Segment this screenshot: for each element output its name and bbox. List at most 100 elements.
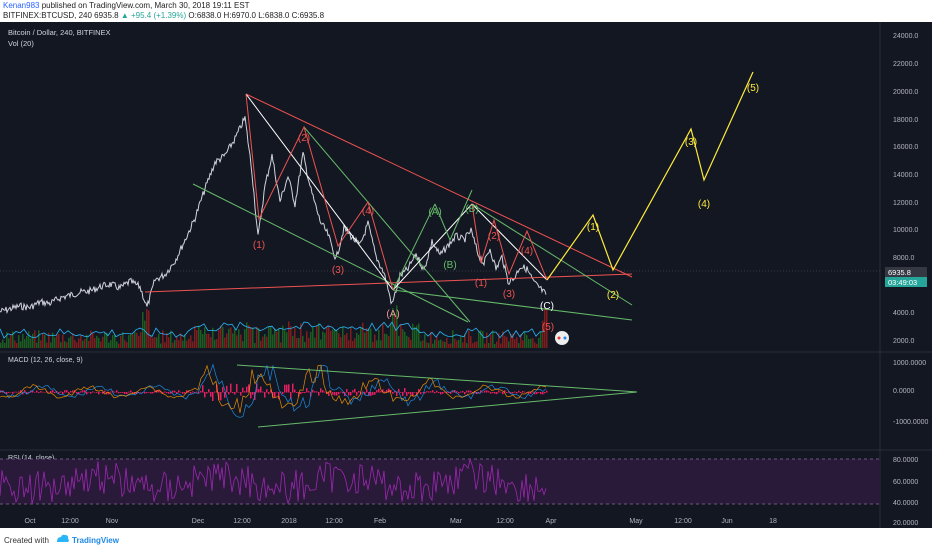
- macd-histogram-bar: [176, 392, 178, 394]
- macd-histogram-bar: [302, 392, 304, 394]
- macd-label: MACD (12, 26, close, 9): [8, 357, 83, 364]
- macd-histogram-bar: [312, 389, 314, 393]
- volume-bar: [206, 333, 208, 348]
- volume-bar: [498, 333, 500, 348]
- volume-bar: [470, 336, 472, 348]
- rsi-band: [0, 459, 880, 504]
- volume-bar: [86, 334, 88, 348]
- wave-label: (4): [362, 206, 374, 217]
- macd-histogram-bar: [522, 390, 524, 393]
- volume-bar: [254, 342, 256, 348]
- time-tick-label: 12:00: [233, 518, 251, 525]
- macd-histogram-bar: [60, 391, 62, 393]
- volume-bar: [524, 332, 526, 348]
- macd-histogram-bar: [172, 390, 174, 393]
- volume-bar: [158, 333, 160, 348]
- volume-bar: [10, 335, 12, 348]
- volume-bar: [404, 331, 406, 348]
- wave-label: (B): [443, 260, 456, 271]
- tradingview-brand[interactable]: TradingView: [72, 536, 119, 545]
- volume-bar: [514, 339, 516, 348]
- macd-histogram-bar: [132, 392, 134, 394]
- macd-histogram-bar: [242, 387, 244, 393]
- volume-bar: [268, 326, 270, 348]
- volume-bar: [256, 326, 258, 348]
- volume-bar: [172, 342, 174, 348]
- volume-bar: [6, 332, 8, 348]
- macd-histogram-bar: [168, 392, 170, 394]
- author-link[interactable]: Kenan983: [3, 1, 40, 10]
- volume-bar: [116, 341, 118, 348]
- volume-bar: [190, 335, 192, 348]
- volume-bar: [60, 342, 62, 348]
- volume-bar: [434, 339, 436, 348]
- volume-bar: [150, 335, 152, 348]
- publish-header: Kenan983 published on TradingView.com, M…: [0, 0, 932, 22]
- volume-bar: [52, 332, 54, 348]
- volume-bar: [348, 340, 350, 348]
- bull-channel-upper: [471, 203, 633, 306]
- macd-histogram-bar: [406, 392, 408, 396]
- rsi-tick-label: 60.0000: [893, 479, 918, 486]
- volume-bar: [362, 322, 364, 348]
- time-tick-label: Nov: [106, 518, 119, 525]
- macd-histogram-bar: [130, 390, 132, 393]
- macd-histogram-bar: [530, 392, 532, 394]
- macd-histogram-bar: [96, 392, 98, 393]
- price-tick-label: 4000.0: [893, 310, 915, 317]
- macd-histogram-bar: [28, 392, 30, 393]
- chart-area[interactable]: Bitcoin / Dollar, 240, BITFINEX Vol (20)…: [0, 22, 932, 528]
- macd-histogram-bar: [364, 392, 366, 395]
- macd-histogram-bar: [266, 389, 268, 393]
- chart-svg[interactable]: Bitcoin / Dollar, 240, BITFINEX Vol (20)…: [0, 22, 932, 528]
- volume-bar: [526, 335, 528, 348]
- macd-histogram-bar: [502, 392, 504, 395]
- volume-bar: [340, 337, 342, 348]
- macd-histogram-bar: [372, 392, 374, 395]
- volume-bar: [422, 340, 424, 348]
- macd-tick-label: 1000.0000: [893, 360, 926, 367]
- macd-histogram-bar: [86, 392, 88, 395]
- volume-bar: [90, 330, 92, 348]
- time-tick-label: Jun: [721, 518, 732, 525]
- volume-bar: [274, 328, 276, 348]
- macd-histogram-bar: [512, 392, 514, 394]
- macd-histogram-bar: [280, 391, 282, 393]
- macd-histogram-bar: [98, 392, 100, 395]
- macd-histogram-bar: [192, 391, 194, 393]
- macd-histogram-bar: [416, 392, 418, 395]
- macd-histogram-bar: [110, 391, 112, 393]
- volume-bar: [540, 331, 542, 348]
- publish-info: Kenan983 published on TradingView.com, M…: [3, 1, 250, 10]
- symbol-info: BITFINEX:BTCUSD, 240 6935.8 ▲ +95.4 (+1.…: [3, 11, 324, 20]
- volume-bar: [460, 335, 462, 348]
- macd-histogram-bar: [398, 388, 400, 393]
- macd-histogram-bar: [144, 392, 146, 394]
- volume-bar: [412, 323, 414, 348]
- volume-bar: [130, 333, 132, 348]
- volume-bar: [184, 334, 186, 348]
- volume-bar: [204, 327, 206, 348]
- volume-bar: [486, 332, 488, 348]
- volume-bar: [16, 343, 18, 348]
- volume-bar: [114, 334, 116, 348]
- volume-bar: [520, 334, 522, 348]
- volume-bar: [258, 328, 260, 348]
- volume-bar: [122, 331, 124, 348]
- volume-bar: [316, 325, 318, 348]
- volume-bar: [100, 341, 102, 348]
- volume-bar: [42, 332, 44, 348]
- macd-histogram-bar: [54, 392, 56, 394]
- macd-trendline-upper: [236, 364, 638, 393]
- macd-histogram-bar: [152, 392, 154, 394]
- price-tick-label: 20000.0: [893, 89, 918, 96]
- volume-bar: [492, 330, 494, 348]
- macd-signal-line: [0, 364, 547, 413]
- macd-histogram-bar: [94, 391, 96, 393]
- macd-histogram-bar: [58, 392, 60, 394]
- macd-histogram-bar: [122, 392, 124, 393]
- macd-histogram-bar: [104, 390, 106, 393]
- macd-histogram-bar: [180, 391, 182, 393]
- volume-bar: [342, 326, 344, 348]
- macd-histogram-bar: [520, 392, 522, 394]
